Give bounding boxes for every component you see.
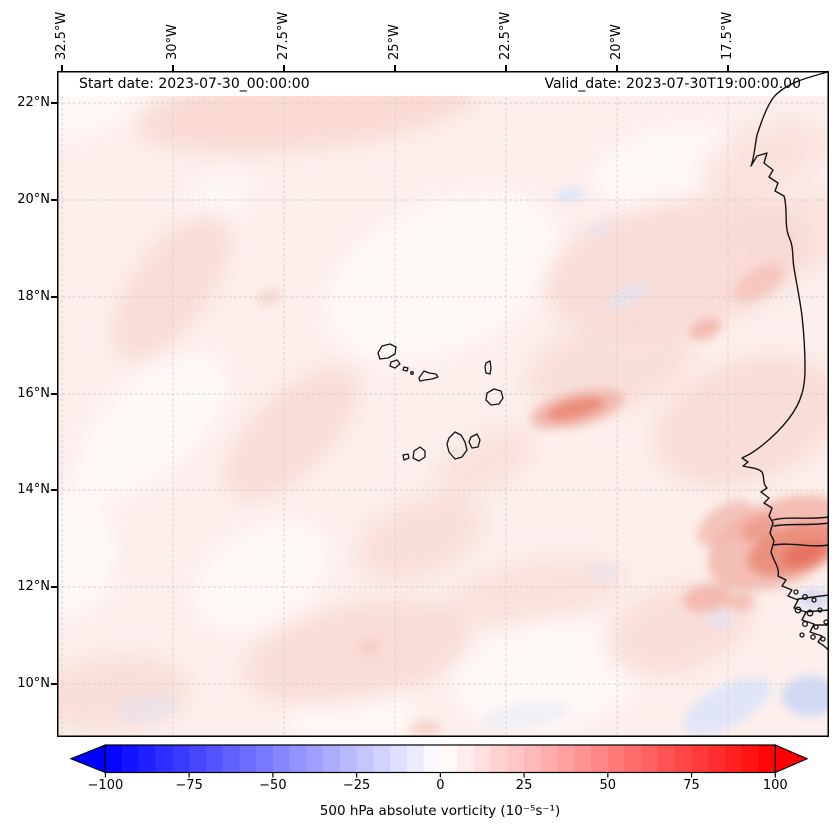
x-tick-mark bbox=[283, 65, 285, 71]
y-tick-mark bbox=[51, 683, 57, 685]
island-sao-vicente bbox=[389, 359, 401, 369]
graticule bbox=[57, 71, 829, 737]
x-tick-mark bbox=[61, 65, 63, 71]
island-maio bbox=[468, 433, 481, 449]
x-tick-label: 20°W bbox=[609, 24, 624, 60]
africa-coastline bbox=[741, 71, 829, 652]
y-tick-mark bbox=[51, 102, 57, 104]
x-tick-label: 22.5°W bbox=[498, 11, 513, 60]
colorbar-tick-label: −25 bbox=[342, 778, 371, 793]
y-tick-label: 16°N bbox=[17, 386, 50, 401]
colorbar-tick-label: 25 bbox=[515, 778, 533, 793]
colorbar-tick-marks bbox=[104, 772, 776, 778]
colorbar-gradient-bar bbox=[104, 744, 776, 774]
y-tick-label: 18°N bbox=[17, 289, 50, 304]
gambia-river-north-bank bbox=[772, 516, 829, 521]
colorbar-tick-label: 75 bbox=[683, 778, 700, 793]
y-tick-label: 22°N bbox=[17, 95, 50, 110]
cape-verde-islands bbox=[377, 343, 504, 462]
colorbar-tick-label: 50 bbox=[599, 778, 617, 793]
casamance-river bbox=[772, 543, 829, 547]
y-tick-mark bbox=[51, 393, 57, 395]
x-tick-label: 25°W bbox=[387, 24, 402, 60]
island-islet bbox=[410, 371, 414, 375]
colorbar-tick-label: −100 bbox=[87, 778, 124, 793]
x-tick-label: 32.5°W bbox=[54, 11, 69, 60]
y-tick-label: 12°N bbox=[17, 579, 50, 594]
island-boa-vista bbox=[485, 388, 504, 406]
y-tick-label: 20°N bbox=[17, 192, 50, 207]
island-sal bbox=[484, 360, 492, 375]
colorbar-label: 500 hPa absolute vorticity (10⁻⁵s⁻¹) bbox=[319, 803, 561, 819]
map-panel bbox=[57, 71, 829, 737]
x-tick-mark bbox=[505, 65, 507, 71]
island-sao-nicolau bbox=[418, 370, 439, 382]
x-tick-mark bbox=[616, 65, 618, 71]
x-tick-label: 30°W bbox=[165, 24, 180, 60]
y-tick-mark bbox=[51, 586, 57, 588]
island-brava bbox=[402, 453, 410, 461]
x-tick-mark bbox=[394, 65, 396, 71]
gambia-river-south-bank bbox=[773, 522, 829, 527]
vorticity-field-features bbox=[115, 187, 829, 736]
y-tick-mark bbox=[51, 296, 57, 298]
x-tick-label: 17.5°W bbox=[720, 11, 735, 60]
island-santo-antao bbox=[377, 343, 397, 360]
bijagos-islands bbox=[793, 589, 829, 642]
annotation-band bbox=[58, 72, 828, 96]
colorbar-tick-label: 0 bbox=[436, 778, 445, 793]
colorbar-under-arrow bbox=[69, 744, 107, 774]
x-tick-mark bbox=[727, 65, 729, 71]
y-tick-label: 14°N bbox=[17, 482, 50, 497]
y-tick-mark bbox=[51, 199, 57, 201]
colorbar bbox=[69, 744, 809, 778]
x-tick-label: 27.5°W bbox=[276, 11, 291, 60]
colorbar-tick-label: −50 bbox=[259, 778, 287, 793]
island-santa-luzia bbox=[402, 366, 409, 372]
island-fogo bbox=[412, 446, 426, 462]
island-santiago bbox=[446, 431, 468, 460]
axes-frame bbox=[57, 71, 829, 737]
colorbar-tick-label: −75 bbox=[175, 778, 203, 793]
y-tick-mark bbox=[51, 489, 57, 491]
x-tick-mark bbox=[172, 65, 174, 71]
colorbar-tick-label: 100 bbox=[762, 778, 788, 793]
colorbar-over-arrow bbox=[774, 744, 809, 774]
y-tick-label: 10°N bbox=[17, 676, 50, 691]
